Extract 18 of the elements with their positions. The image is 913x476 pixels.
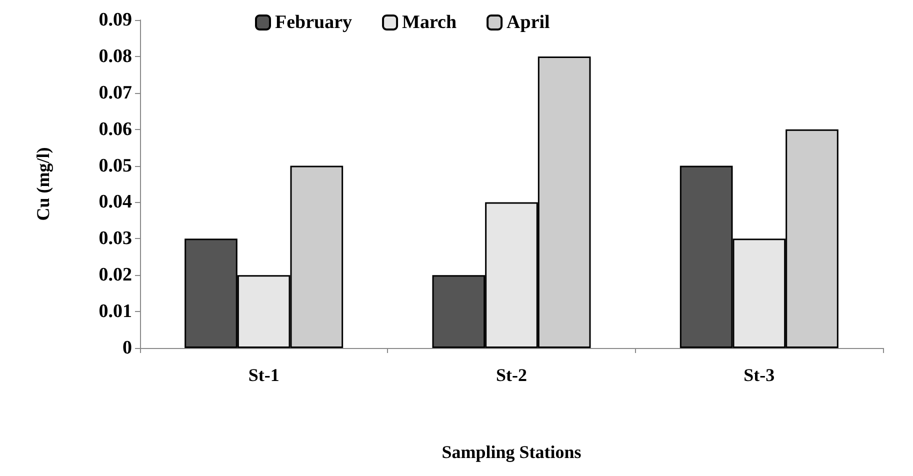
y-tick-label: 0.03 xyxy=(98,228,132,250)
y-tick-label: 0.09 xyxy=(98,10,132,30)
legend-label: March xyxy=(402,12,457,33)
y-tick-label: 0.07 xyxy=(98,82,132,104)
y-tick-label: 0.01 xyxy=(98,301,132,322)
y-axis-title: Cu (mg/l) xyxy=(33,147,53,221)
y-tick-label: 0 xyxy=(122,338,132,358)
y-tick-label: 0.05 xyxy=(98,155,132,176)
x-tick-label: St-1 xyxy=(248,365,280,385)
x-tick-label: St-2 xyxy=(496,365,527,385)
y-tick-label: 0.02 xyxy=(98,264,132,286)
legend-label: April xyxy=(506,12,550,33)
legend-label: February xyxy=(275,12,353,33)
y-tick-label: 0.06 xyxy=(98,118,132,140)
x-axis-title: Sampling Stations xyxy=(442,442,582,462)
x-tick-label: St-3 xyxy=(744,365,775,385)
y-tick-label: 0.08 xyxy=(98,46,132,67)
y-tick-label: 0.04 xyxy=(98,192,132,213)
